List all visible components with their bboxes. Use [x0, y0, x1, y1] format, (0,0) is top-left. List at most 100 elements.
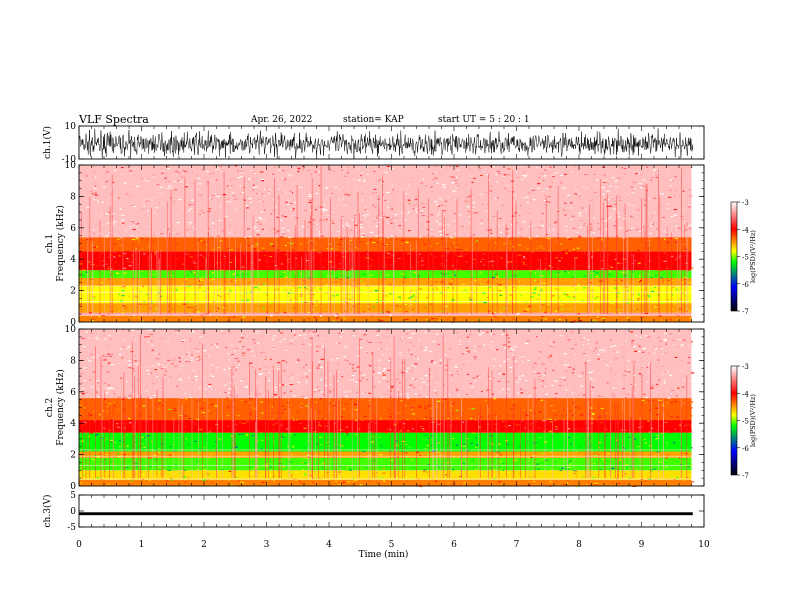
ch1-spectrogram-pixel — [199, 213, 201, 215]
ch1-spectrogram-pixel — [526, 248, 530, 250]
ch1-spectrogram-pixel — [419, 288, 423, 290]
ch1-spectrogram-pixel — [295, 257, 297, 259]
ch2-spectrogram-pixel — [522, 389, 527, 391]
ch1-spectrogram-pixel — [287, 203, 291, 205]
ch1-spectrogram-pixel — [378, 300, 382, 302]
ch1-spectrogram-pixel — [434, 297, 436, 299]
ch1-spectrogram-pixel — [578, 212, 582, 214]
ch2-spectrogram-pixel — [499, 365, 502, 367]
ch2-spectrogram-pixel — [133, 370, 135, 372]
ch2-spectrogram-pixel — [423, 417, 427, 419]
ch1-spectrogram-pixel — [444, 192, 447, 194]
ch1-spectrogram-pixel — [453, 220, 456, 222]
ch1-spectrogram-pixel — [107, 235, 110, 237]
ch1-spectrogram-pixel — [205, 177, 207, 179]
ch1-spectrogram-pixel — [396, 238, 398, 240]
ch1-spectrogram-pixel — [480, 223, 483, 225]
ch2-spectrogram-pixel — [201, 412, 205, 414]
ch2-spectrogram-pixel — [279, 477, 282, 479]
ch1-spectrogram-pixel — [138, 303, 142, 305]
ch2-spectrogram-pixel — [395, 444, 399, 446]
ch1-spectrogram-pixel — [409, 181, 414, 183]
ch1-spectrogram-pixel — [346, 277, 350, 279]
ch2-spectrogram-pixel — [88, 337, 90, 339]
ch2-spectrogram-pixel — [272, 338, 276, 340]
ch2-spectrogram-pixel — [404, 476, 408, 478]
ch1-spectrogram-pixel — [594, 297, 598, 299]
ch2-spectrogram-pixel — [96, 354, 99, 356]
ch2-spectrogram-pixel — [134, 462, 138, 464]
ch2-spectrogram-pixel — [452, 468, 455, 470]
ch2-spectrogram-pixel — [357, 398, 360, 400]
ch1-spectrogram-pixel — [361, 187, 363, 189]
ch2-spectrogram-pixel — [249, 446, 251, 448]
ch2-spectrogram-pixel — [267, 372, 270, 374]
ch2-spectrogram-pixel — [638, 350, 641, 352]
ch2-spectrogram-pixel — [281, 423, 284, 425]
ch2-spectrogram-pixel — [466, 336, 469, 338]
ch1-spectrogram-pixel — [623, 173, 626, 175]
ch1-spectrogram-pixel — [454, 180, 458, 182]
ch1-spectrogram-pixel — [151, 225, 156, 227]
ch2-spectrogram-pixel — [173, 418, 176, 420]
ch1-spectrogram-pixel — [671, 180, 674, 182]
ch2-spectrogram-pixel — [542, 390, 546, 392]
ch1-spectrogram-pixel — [130, 261, 134, 263]
ch1-spectrogram-pixel — [189, 221, 192, 223]
ch2-spectrogram-pixel — [226, 373, 230, 375]
ch1-spectrogram-pixel — [435, 242, 439, 244]
ch1-spectrogram-pixel — [282, 273, 284, 275]
ch1-spectrogram-pixel — [611, 303, 614, 305]
ch2-spectrogram-pixel — [212, 445, 216, 447]
ch1-spectrogram-pixel — [297, 236, 300, 238]
ch1-spectrogram-pixel — [425, 318, 429, 320]
ch1-spectrogram-pixel — [601, 187, 605, 189]
ch1-spectrogram-pixel — [528, 237, 531, 239]
ch2-spectrogram-pixel — [232, 373, 235, 375]
ch1-spectrogram-pixel — [211, 306, 214, 308]
ch1-spectrogram-streak — [540, 259, 541, 315]
ch1-spectrogram-pixel — [234, 228, 238, 230]
ch2-spectrogram-pixel — [625, 463, 628, 465]
ch2-spectrogram-pixel — [525, 414, 529, 416]
ch2-spectrogram-pixel — [544, 441, 548, 443]
ch1-spectrogram-pixel — [572, 273, 575, 275]
ch2-spectrogram-pixel — [282, 370, 285, 372]
ch2-spectrogram-pixel — [294, 412, 296, 414]
ch1-spectrogram-pixel — [579, 226, 582, 228]
ch1-spectrogram-pixel — [173, 180, 176, 182]
ch1-spectrogram-pixel — [162, 274, 165, 276]
ch1-spectrogram-pixel — [562, 288, 564, 290]
ch2-spectrogram-pixel — [174, 365, 177, 367]
ch1-spectrogram-pixel — [533, 311, 536, 313]
ch2-spectrogram-pixel — [591, 461, 596, 463]
ch1-spectrogram-pixel — [414, 289, 417, 291]
ch1-spectrogram-pixel — [686, 273, 690, 275]
ch2-spectrogram-pixel — [640, 421, 643, 423]
ch2-spectrogram-pixel — [597, 358, 601, 360]
ch2-spectrogram-pixel — [250, 472, 253, 474]
ch1-spectrogram-streak — [681, 167, 682, 315]
ch2-spectrogram-pixel — [351, 435, 355, 437]
ch2-spectrogram-pixel — [609, 339, 613, 341]
ch2-spectrogram-pixel — [647, 352, 650, 354]
ch2-spectrogram-pixel — [449, 358, 453, 360]
ch2-spectrogram-pixel — [504, 347, 507, 349]
ch2-spectrogram-pixel — [354, 469, 356, 471]
ch2-spectrogram-pixel — [475, 339, 478, 341]
ch2-spectrogram-pixel — [122, 339, 125, 341]
ch1-spectrogram-pixel — [321, 306, 323, 308]
ch1-spectrogram-pixel — [342, 318, 347, 320]
ch1-spectrogram-pixel — [635, 249, 639, 251]
ch2-spectrogram-pixel — [481, 473, 484, 475]
ch1-spectrogram-streak — [310, 249, 312, 315]
ch2-spectrogram-pixel — [374, 363, 378, 365]
ch2-spectrogram-pixel — [382, 354, 384, 356]
ch1-spectrogram-pixel — [464, 221, 468, 223]
ch1-spectrogram-pixel — [460, 226, 464, 228]
ch1-spectrogram-pixel — [268, 189, 271, 191]
ch1-spectrogram-pixel — [358, 243, 360, 245]
ch1-spectrogram-pixel — [269, 302, 274, 304]
ch2-spectrogram-pixel — [500, 452, 504, 454]
ch1-spectrogram-pixel — [522, 221, 526, 223]
